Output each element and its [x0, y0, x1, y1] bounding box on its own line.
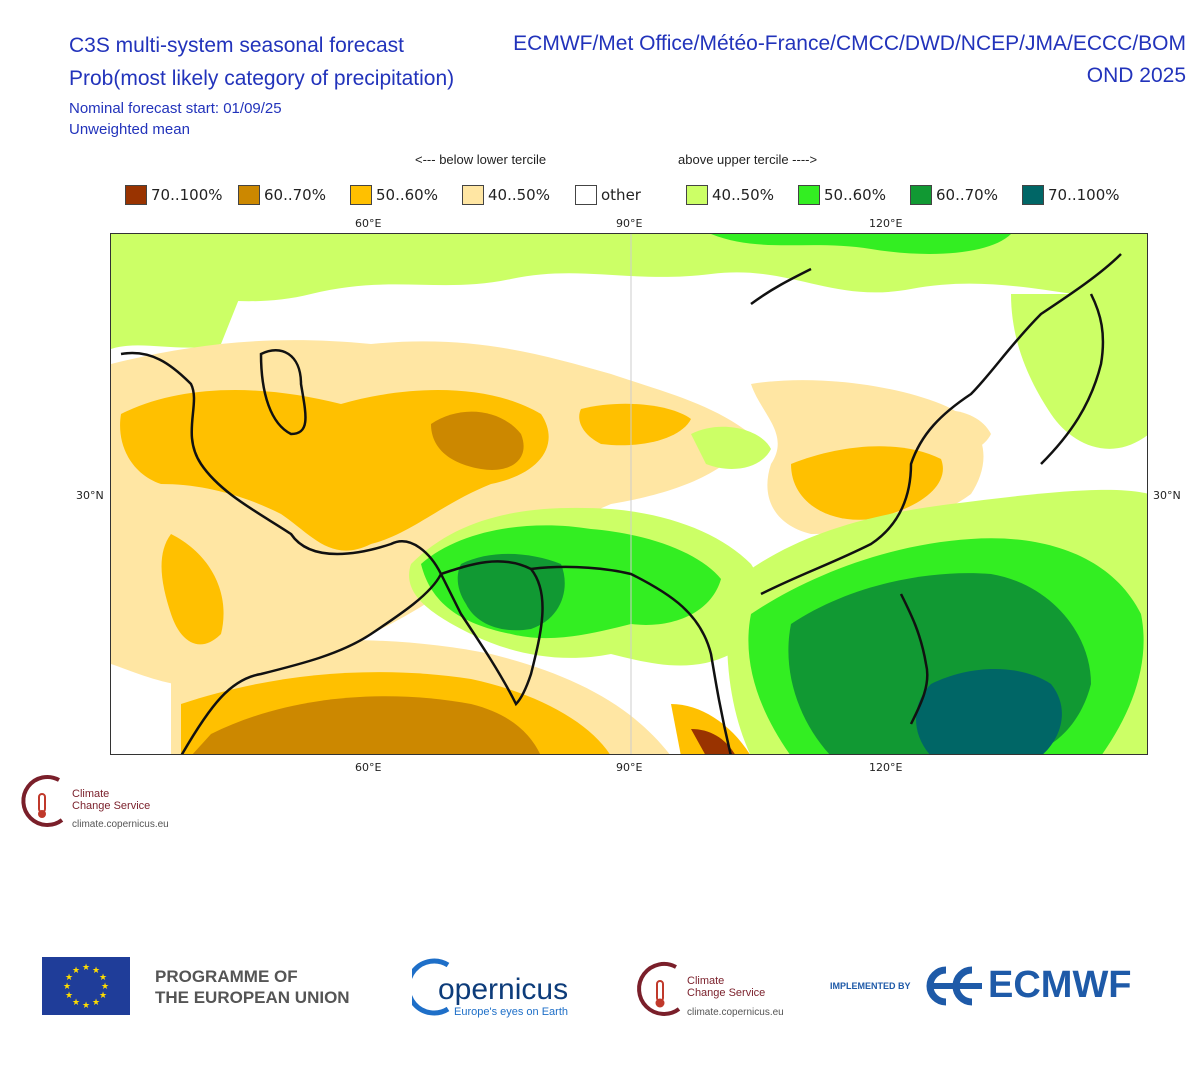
copernicus-tagline: Europe's eyes on Earth	[454, 1006, 569, 1018]
svg-text:★: ★	[101, 982, 109, 992]
c3s-url: climate.copernicus.eu	[72, 819, 169, 830]
region-above-40-50-north	[111, 234, 1147, 304]
legend-label: 40..50%	[488, 186, 550, 204]
lon-bottom-90e: 90°E	[616, 761, 643, 774]
legend-item-above-40-50: 40..50%	[686, 184, 774, 206]
svg-text:★: ★	[82, 963, 90, 973]
forecast-start: Nominal forecast start: 01/09/25	[69, 100, 282, 117]
lon-top-120e: 120°E	[869, 217, 903, 230]
svg-text:★: ★	[82, 1001, 90, 1011]
legend-label: 70..100%	[151, 186, 223, 204]
c3s-name-line1: Climate	[72, 788, 110, 800]
svg-text:★: ★	[72, 998, 80, 1008]
legend-swatch	[1022, 185, 1044, 205]
coastline-china	[760, 253, 1122, 596]
mean-type: Unweighted mean	[69, 121, 190, 138]
copernicus-name: opernicus	[438, 973, 569, 1006]
legend-swatch	[910, 185, 932, 205]
legend-above-label: above upper tercile ---->	[678, 152, 818, 167]
copernicus-logo: opernicus Europe's eyes on Earth	[405, 955, 592, 1020]
legend-item-above-60-70: 60..70%	[910, 184, 998, 206]
coastline-lake-baikal	[750, 267, 812, 306]
ecmwf-logo: ECMWF	[922, 964, 1162, 1008]
region-above-70-100-pacific	[916, 669, 1062, 754]
legend-item-above-50-60: 50..60%	[798, 184, 886, 206]
legend-item-below-60-70: 60..70%	[238, 184, 326, 206]
models-title: ECMWF/Met Office/Météo-France/CMCC/DWD/N…	[513, 32, 1186, 55]
legend-below-label: <--- below lower tercile	[415, 152, 547, 167]
svg-text:★: ★	[72, 966, 80, 976]
c3s-emblem-icon	[21, 774, 64, 827]
legend-item-above-70-100: 70..100%	[1022, 184, 1120, 206]
c3s-name-line2: Change Service	[687, 987, 766, 999]
forecast-map	[110, 233, 1148, 755]
legend-label: 50..60%	[376, 186, 438, 204]
coastline-philippines	[899, 593, 929, 725]
svg-text:★: ★	[99, 973, 107, 983]
lat-left-30n: 30°N	[76, 489, 104, 502]
region-below-60-70-sw-ocean	[192, 696, 540, 754]
ecmwf-name: ECMWF	[988, 964, 1132, 1006]
c3s-url: climate.copernicus.eu	[687, 1007, 784, 1018]
c3s-name-line2: Change Service	[72, 800, 151, 812]
chart-title: C3S multi-system seasonal forecast	[69, 34, 404, 57]
svg-text:★: ★	[92, 998, 100, 1008]
implemented-by-label: IMPLEMENTED BY	[830, 981, 911, 991]
legend-label: other	[601, 186, 641, 204]
legend-swatch	[798, 185, 820, 205]
legend-label: 70..100%	[1048, 186, 1120, 204]
legend-swatch	[575, 185, 597, 205]
coastline-japan	[1040, 293, 1105, 465]
lon-bottom-60e: 60°E	[355, 761, 382, 774]
map-canvas	[111, 234, 1147, 754]
legend-swatch	[125, 185, 147, 205]
legend-swatch	[686, 185, 708, 205]
ecmwf-swirl-icon	[926, 966, 982, 1006]
coastline-bay	[530, 565, 732, 754]
chart-subtitle: Prob(most likely category of precipitati…	[69, 67, 455, 90]
eu-flag-icon: ★ ★ ★ ★ ★ ★ ★ ★ ★ ★ ★ ★	[42, 957, 130, 1015]
svg-text:★: ★	[63, 982, 71, 992]
eu-programme-line1: PROGRAMME OF	[155, 967, 298, 986]
legend-label: 40..50%	[712, 186, 774, 204]
lon-top-90e: 90°E	[616, 217, 643, 230]
region-below-50-60-tibet	[579, 403, 691, 446]
legend-swatch	[350, 185, 372, 205]
region-below-60-70-tianshan	[431, 411, 524, 470]
legend-swatch	[238, 185, 260, 205]
eu-stars-icon: ★ ★★ ★★★ ★★★ ★★★	[63, 963, 109, 1011]
svg-text:★: ★	[99, 991, 107, 1001]
forecast-period: OND 2025	[1086, 64, 1186, 87]
svg-text:★: ★	[65, 991, 73, 1001]
lon-bottom-120e: 120°E	[869, 761, 903, 774]
region-below-70-sumatra	[691, 729, 735, 754]
lon-top-60e: 60°E	[355, 217, 382, 230]
c3s-logo-small: Climate Change Service climate.copernicu…	[14, 768, 214, 830]
legend-item-below-50-60: 50..60%	[350, 184, 438, 206]
legend-label: 60..70%	[264, 186, 326, 204]
legend-swatch	[462, 185, 484, 205]
legend-label: 60..70%	[936, 186, 998, 204]
legend-item-below-70-100: 70..100%	[125, 184, 223, 206]
region-above-40-50-northeast	[1011, 294, 1147, 449]
region-above-60-70-india	[457, 553, 565, 631]
region-below-50-60-arabia	[161, 534, 224, 645]
region-above-40-50-tibet	[691, 426, 771, 469]
lat-right-30n: 30°N	[1153, 489, 1181, 502]
region-above-50-60-north	[711, 234, 1011, 254]
c3s-name-line1: Climate	[687, 975, 725, 987]
legend-label: 50..60%	[824, 186, 886, 204]
coastline-india	[439, 560, 544, 707]
legend-item-other: other	[575, 184, 641, 206]
coastline-caspian	[259, 349, 307, 436]
region-below-sumatra	[671, 704, 750, 754]
c3s-logo-footer: Climate Change Service climate.copernicu…	[630, 955, 810, 1020]
region-above-40-50-nw	[111, 288, 241, 349]
coastline-west	[120, 351, 443, 754]
svg-text:★: ★	[65, 973, 73, 983]
eu-programme-line2: THE EUROPEAN UNION	[155, 988, 350, 1007]
c3s-emblem-icon	[637, 961, 681, 1016]
legend-item-below-40-50: 40..50%	[462, 184, 550, 206]
svg-text:★: ★	[92, 966, 100, 976]
